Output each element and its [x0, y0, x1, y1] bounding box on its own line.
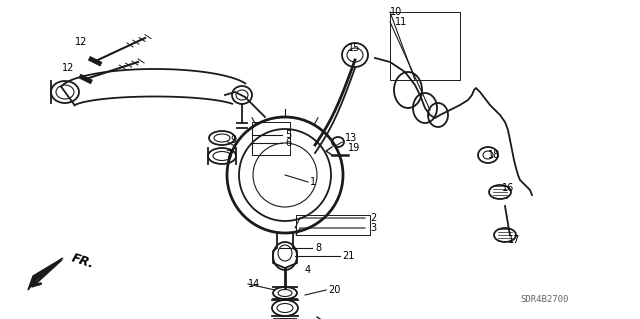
Text: 19: 19: [348, 143, 360, 153]
Text: 20: 20: [328, 285, 340, 295]
Text: 1: 1: [310, 177, 316, 187]
Text: 6: 6: [285, 138, 291, 148]
Text: 14: 14: [248, 279, 260, 289]
Text: 11: 11: [395, 17, 407, 27]
Text: 15: 15: [348, 43, 360, 53]
Text: FR.: FR.: [70, 251, 96, 271]
Text: 21: 21: [342, 251, 355, 261]
Text: 9: 9: [230, 135, 236, 145]
Text: SDR4B2700: SDR4B2700: [521, 295, 569, 305]
Text: 2: 2: [370, 213, 376, 223]
Text: 8: 8: [315, 243, 321, 253]
Polygon shape: [28, 258, 63, 290]
Text: 5: 5: [285, 130, 291, 140]
Text: 16: 16: [502, 183, 515, 193]
Text: 13: 13: [345, 133, 357, 143]
Text: 12: 12: [62, 63, 74, 73]
Text: 17: 17: [508, 235, 520, 245]
Text: 18: 18: [488, 150, 500, 160]
Text: 12: 12: [75, 37, 88, 47]
Text: 4: 4: [305, 265, 311, 275]
Text: 3: 3: [370, 223, 376, 233]
Text: 7: 7: [225, 150, 231, 160]
Text: 10: 10: [390, 7, 403, 17]
